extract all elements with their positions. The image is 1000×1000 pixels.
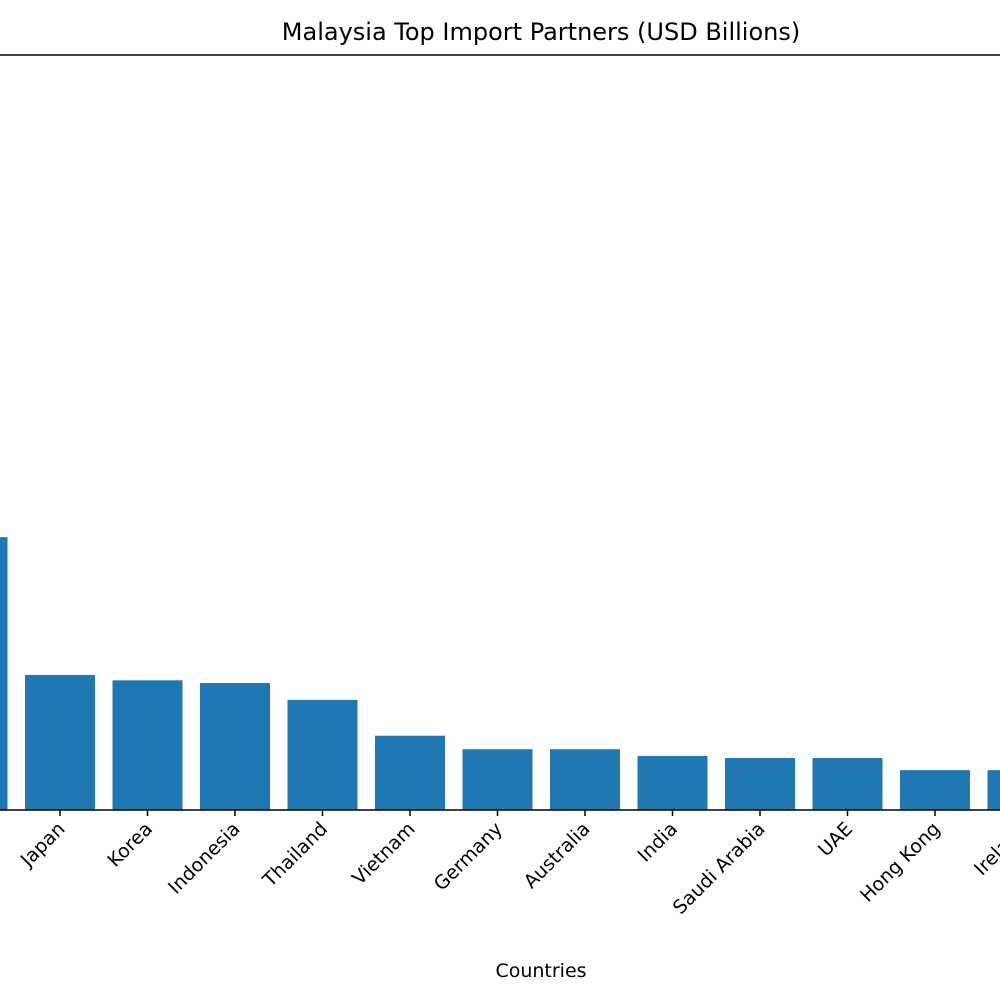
x-axis-label: Countries (495, 960, 586, 982)
x-tick-label: Japan (16, 818, 70, 872)
bar (725, 758, 795, 810)
x-tick-label: Hong Kong (856, 818, 945, 907)
x-tick-label: UAE (814, 818, 857, 861)
x-tick-label: Germany (430, 818, 507, 895)
chart-title: Malaysia Top Import Partners (USD Billio… (282, 18, 800, 46)
bar (900, 770, 970, 810)
x-tick-label: Thailand (258, 818, 332, 892)
x-tick-label: Saudi Arabia (669, 818, 770, 919)
bar (200, 683, 270, 810)
bar (462, 749, 533, 810)
bar (112, 680, 183, 810)
x-tick-label: Indonesia (164, 818, 245, 899)
bar (375, 735, 445, 810)
bar (287, 699, 358, 810)
bar (0, 537, 8, 810)
x-tick-label: Australia (520, 818, 595, 893)
bar (637, 755, 708, 810)
bar (25, 674, 95, 810)
x-tick-label: India (633, 818, 682, 867)
bar (987, 770, 1000, 810)
x-tick-label: Vietnam (348, 818, 420, 890)
bar (550, 749, 620, 810)
bar (812, 758, 883, 810)
x-tick-label: Korea (103, 818, 157, 872)
x-tick-label: Ireland (970, 818, 1000, 880)
